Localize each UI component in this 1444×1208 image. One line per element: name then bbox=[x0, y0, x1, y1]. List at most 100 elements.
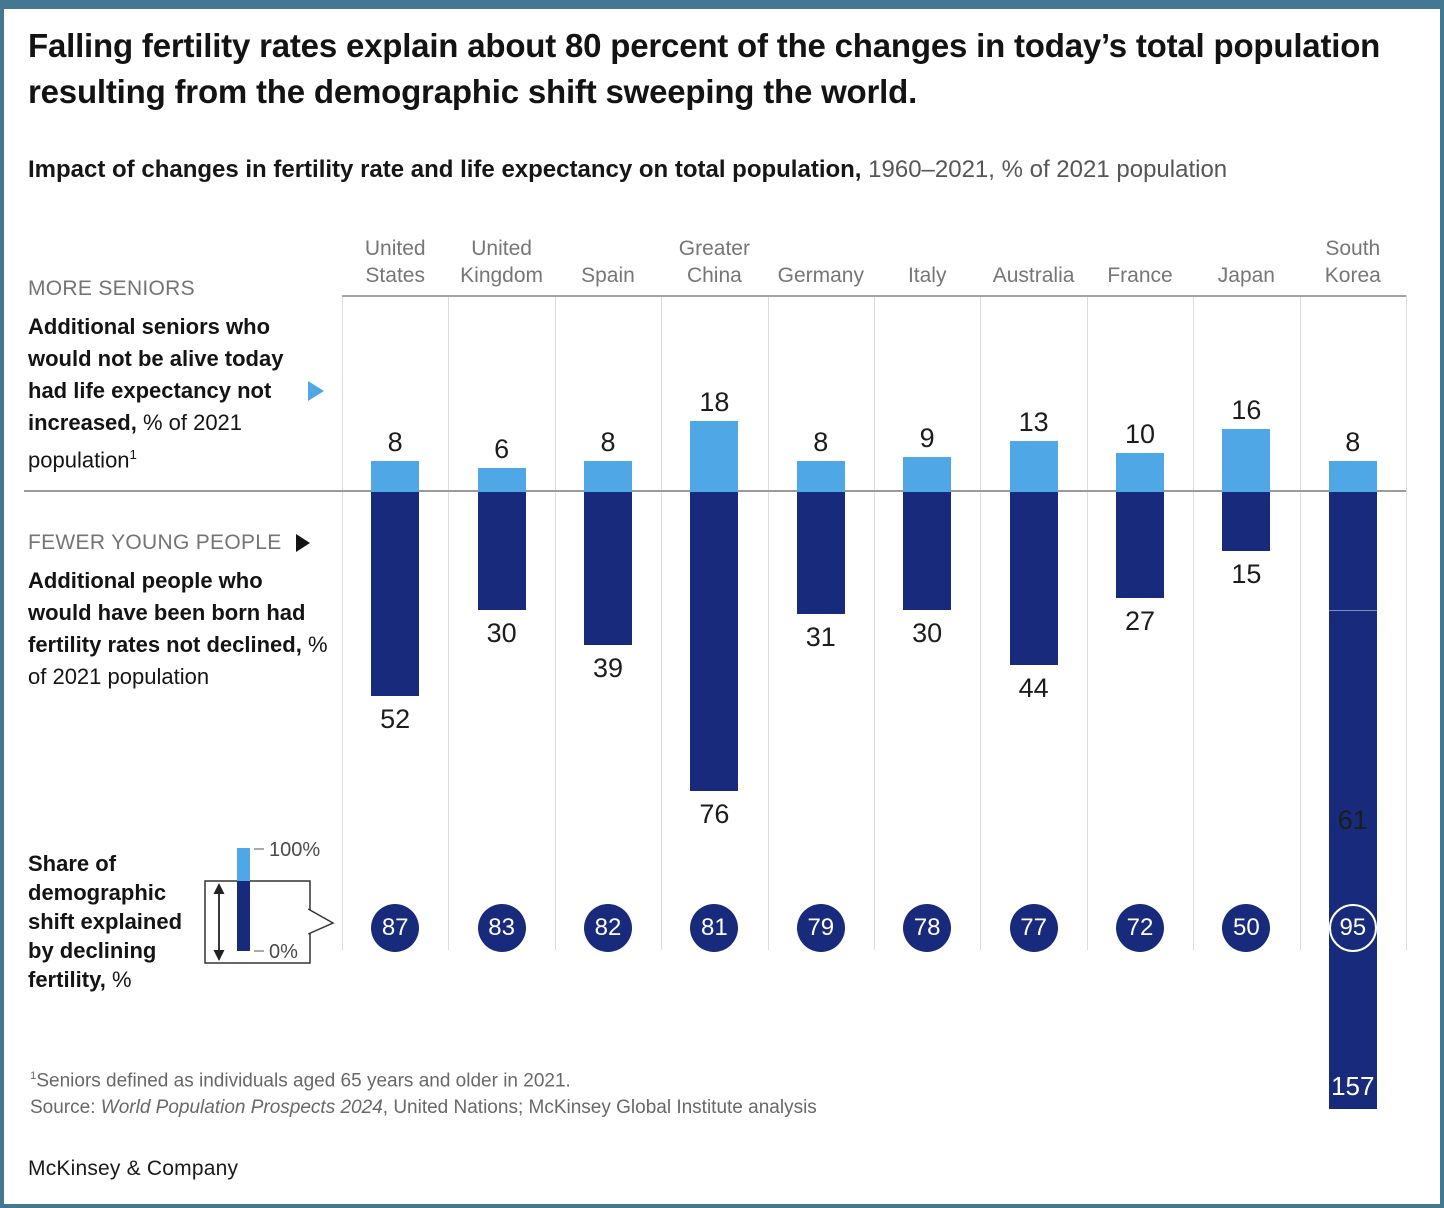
seniors-bar bbox=[371, 460, 420, 492]
column-header: United States bbox=[364, 237, 426, 287]
seniors-value-label: 8 bbox=[813, 426, 829, 457]
fewer-young-heading: FEWER YOUNG PEOPLE bbox=[28, 531, 282, 554]
column-header: Australia bbox=[992, 264, 1075, 287]
seniors-bar bbox=[1116, 452, 1164, 492]
column-header: France bbox=[1107, 264, 1173, 287]
young-value-label: 76 bbox=[699, 798, 730, 829]
legend-max-label: 100% bbox=[269, 839, 320, 861]
exhibit-title: Falling fertility rates explain about 80… bbox=[28, 27, 1381, 110]
footnote-source: Source: World Population Prospects 2024,… bbox=[30, 1094, 817, 1121]
share-label-block: Share of demographic shift explained by … bbox=[28, 849, 200, 994]
seniors-value-label: 16 bbox=[1231, 395, 1262, 426]
share-circle: 95 bbox=[1328, 904, 1377, 952]
legend-young-mini-bar bbox=[237, 881, 250, 951]
share-circle: 83 bbox=[477, 904, 526, 952]
seniors-bar bbox=[477, 468, 526, 492]
seniors-bar bbox=[1328, 460, 1377, 492]
subtitle-bold-text: Impact of changes in fertility rate and … bbox=[28, 156, 862, 183]
fewer-young-label-block: FEWER YOUNG PEOPLE Additional people who… bbox=[28, 531, 328, 693]
seniors-bar bbox=[584, 460, 632, 492]
legend-seniors-mini-bar bbox=[237, 848, 250, 881]
seniors-value-label: 18 bbox=[699, 387, 730, 418]
fewer-young-description: Additional people who would have been bo… bbox=[28, 565, 328, 693]
column-header: Germany bbox=[777, 264, 864, 287]
column-header: Greater China bbox=[678, 237, 750, 287]
more-seniors-footnote-marker: 1 bbox=[129, 447, 137, 462]
more-seniors-heading: MORE SENIORS bbox=[28, 277, 195, 300]
seniors-value-label: 6 bbox=[494, 434, 510, 465]
young-value-label: 30 bbox=[486, 617, 517, 648]
footnote-seniors-text: Seniors defined as individuals aged 65 y… bbox=[36, 1070, 571, 1092]
seniors-bar bbox=[1222, 429, 1271, 492]
more-seniors-label-block: MORE SENIORS Additional seniors who woul… bbox=[28, 277, 314, 476]
seniors-value-label: 8 bbox=[600, 426, 616, 457]
seniors-bar bbox=[1009, 440, 1058, 492]
mckinsey-logo: McKinsey & Company bbox=[28, 1157, 239, 1180]
young-bar bbox=[1222, 492, 1271, 551]
fewer-young-description-bold: Additional people who would have been bo… bbox=[28, 568, 306, 657]
young-bar bbox=[690, 492, 739, 791]
grid-line bbox=[767, 295, 769, 950]
grid-line bbox=[554, 295, 556, 950]
legend-range-arrow-up-icon bbox=[213, 883, 225, 894]
young-bar bbox=[1116, 492, 1164, 599]
share-circle: 77 bbox=[1009, 904, 1058, 952]
legend-min-label: 0% bbox=[269, 941, 298, 963]
grid-line bbox=[980, 295, 982, 950]
more-seniors-description-bold: Additional seniors who would not be aliv… bbox=[28, 314, 284, 435]
seniors-value-label: 10 bbox=[1124, 418, 1156, 449]
fewer-young-description-rest: % of 2021 population bbox=[28, 632, 328, 689]
share-circle: 81 bbox=[690, 904, 739, 952]
more-seniors-description: Additional seniors who would not be aliv… bbox=[28, 311, 314, 476]
column-header: United Kingdom bbox=[460, 237, 544, 287]
footnotes: 1Seniors defined as individuals aged 65 … bbox=[30, 1063, 817, 1121]
grid-line bbox=[1086, 295, 1088, 950]
source-rest: , United Nations; McKinsey Global Instit… bbox=[382, 1097, 817, 1119]
young-bar bbox=[903, 492, 952, 610]
seniors-value-label: 8 bbox=[387, 426, 403, 457]
young-bar bbox=[1009, 492, 1058, 665]
young-value-label: 44 bbox=[1018, 672, 1049, 703]
footnote-seniors: 1Seniors defined as individuals aged 65 … bbox=[30, 1063, 817, 1094]
column-header: Japan bbox=[1217, 264, 1275, 287]
seniors-bar bbox=[796, 460, 845, 492]
share-description-rest: % bbox=[105, 967, 132, 992]
share-circle: 72 bbox=[1116, 904, 1164, 952]
source-prefix: Source: bbox=[30, 1097, 101, 1119]
more-seniors-arrow-icon bbox=[308, 381, 324, 401]
share-description-bold: Share of demographic shift explained by … bbox=[28, 851, 183, 992]
share-circle: 79 bbox=[796, 904, 845, 952]
young-bar bbox=[477, 492, 526, 610]
young-value-label: 39 bbox=[592, 653, 624, 684]
share-circle: 82 bbox=[584, 904, 632, 952]
footnote-marker: 1 bbox=[30, 1070, 37, 1082]
legend-range-arrow-down-icon bbox=[213, 950, 225, 961]
column-header: Spain bbox=[581, 264, 635, 287]
subtitle-period-text: 1960–2021, % of 2021 population bbox=[861, 156, 1228, 183]
exhibit-subtitle: Impact of changes in fertility rate and … bbox=[28, 155, 1423, 185]
young-value-label: 15 bbox=[1231, 558, 1262, 589]
young-value-label: 27 bbox=[1124, 606, 1156, 637]
share-description: Share of demographic shift explained by … bbox=[28, 849, 200, 994]
young-bar bbox=[1328, 492, 1377, 1109]
share-circle: 87 bbox=[371, 904, 420, 952]
share-circle: 78 bbox=[903, 904, 952, 952]
legend-callout-tail bbox=[307, 908, 335, 935]
grid-line bbox=[1406, 295, 1407, 950]
share-circle: 50 bbox=[1222, 904, 1271, 952]
column-header: Italy bbox=[907, 264, 947, 287]
young-value-label: 31 bbox=[805, 621, 836, 652]
seniors-value-label: 9 bbox=[919, 422, 935, 453]
sk-inner-value-label: 61 bbox=[1337, 805, 1368, 835]
seniors-value-label: 13 bbox=[1018, 406, 1049, 437]
young-bar bbox=[584, 492, 632, 646]
fewer-young-arrow-icon bbox=[295, 534, 310, 552]
more-seniors-description-rest: % of 2021 population bbox=[28, 410, 243, 473]
seniors-bar bbox=[903, 456, 952, 492]
sk-total-value-label: 157 bbox=[1331, 1071, 1375, 1101]
grid-line bbox=[1193, 295, 1195, 950]
seniors-value-label: 8 bbox=[1345, 426, 1361, 457]
young-value-label: 52 bbox=[380, 704, 411, 735]
seniors-bar bbox=[690, 421, 739, 492]
